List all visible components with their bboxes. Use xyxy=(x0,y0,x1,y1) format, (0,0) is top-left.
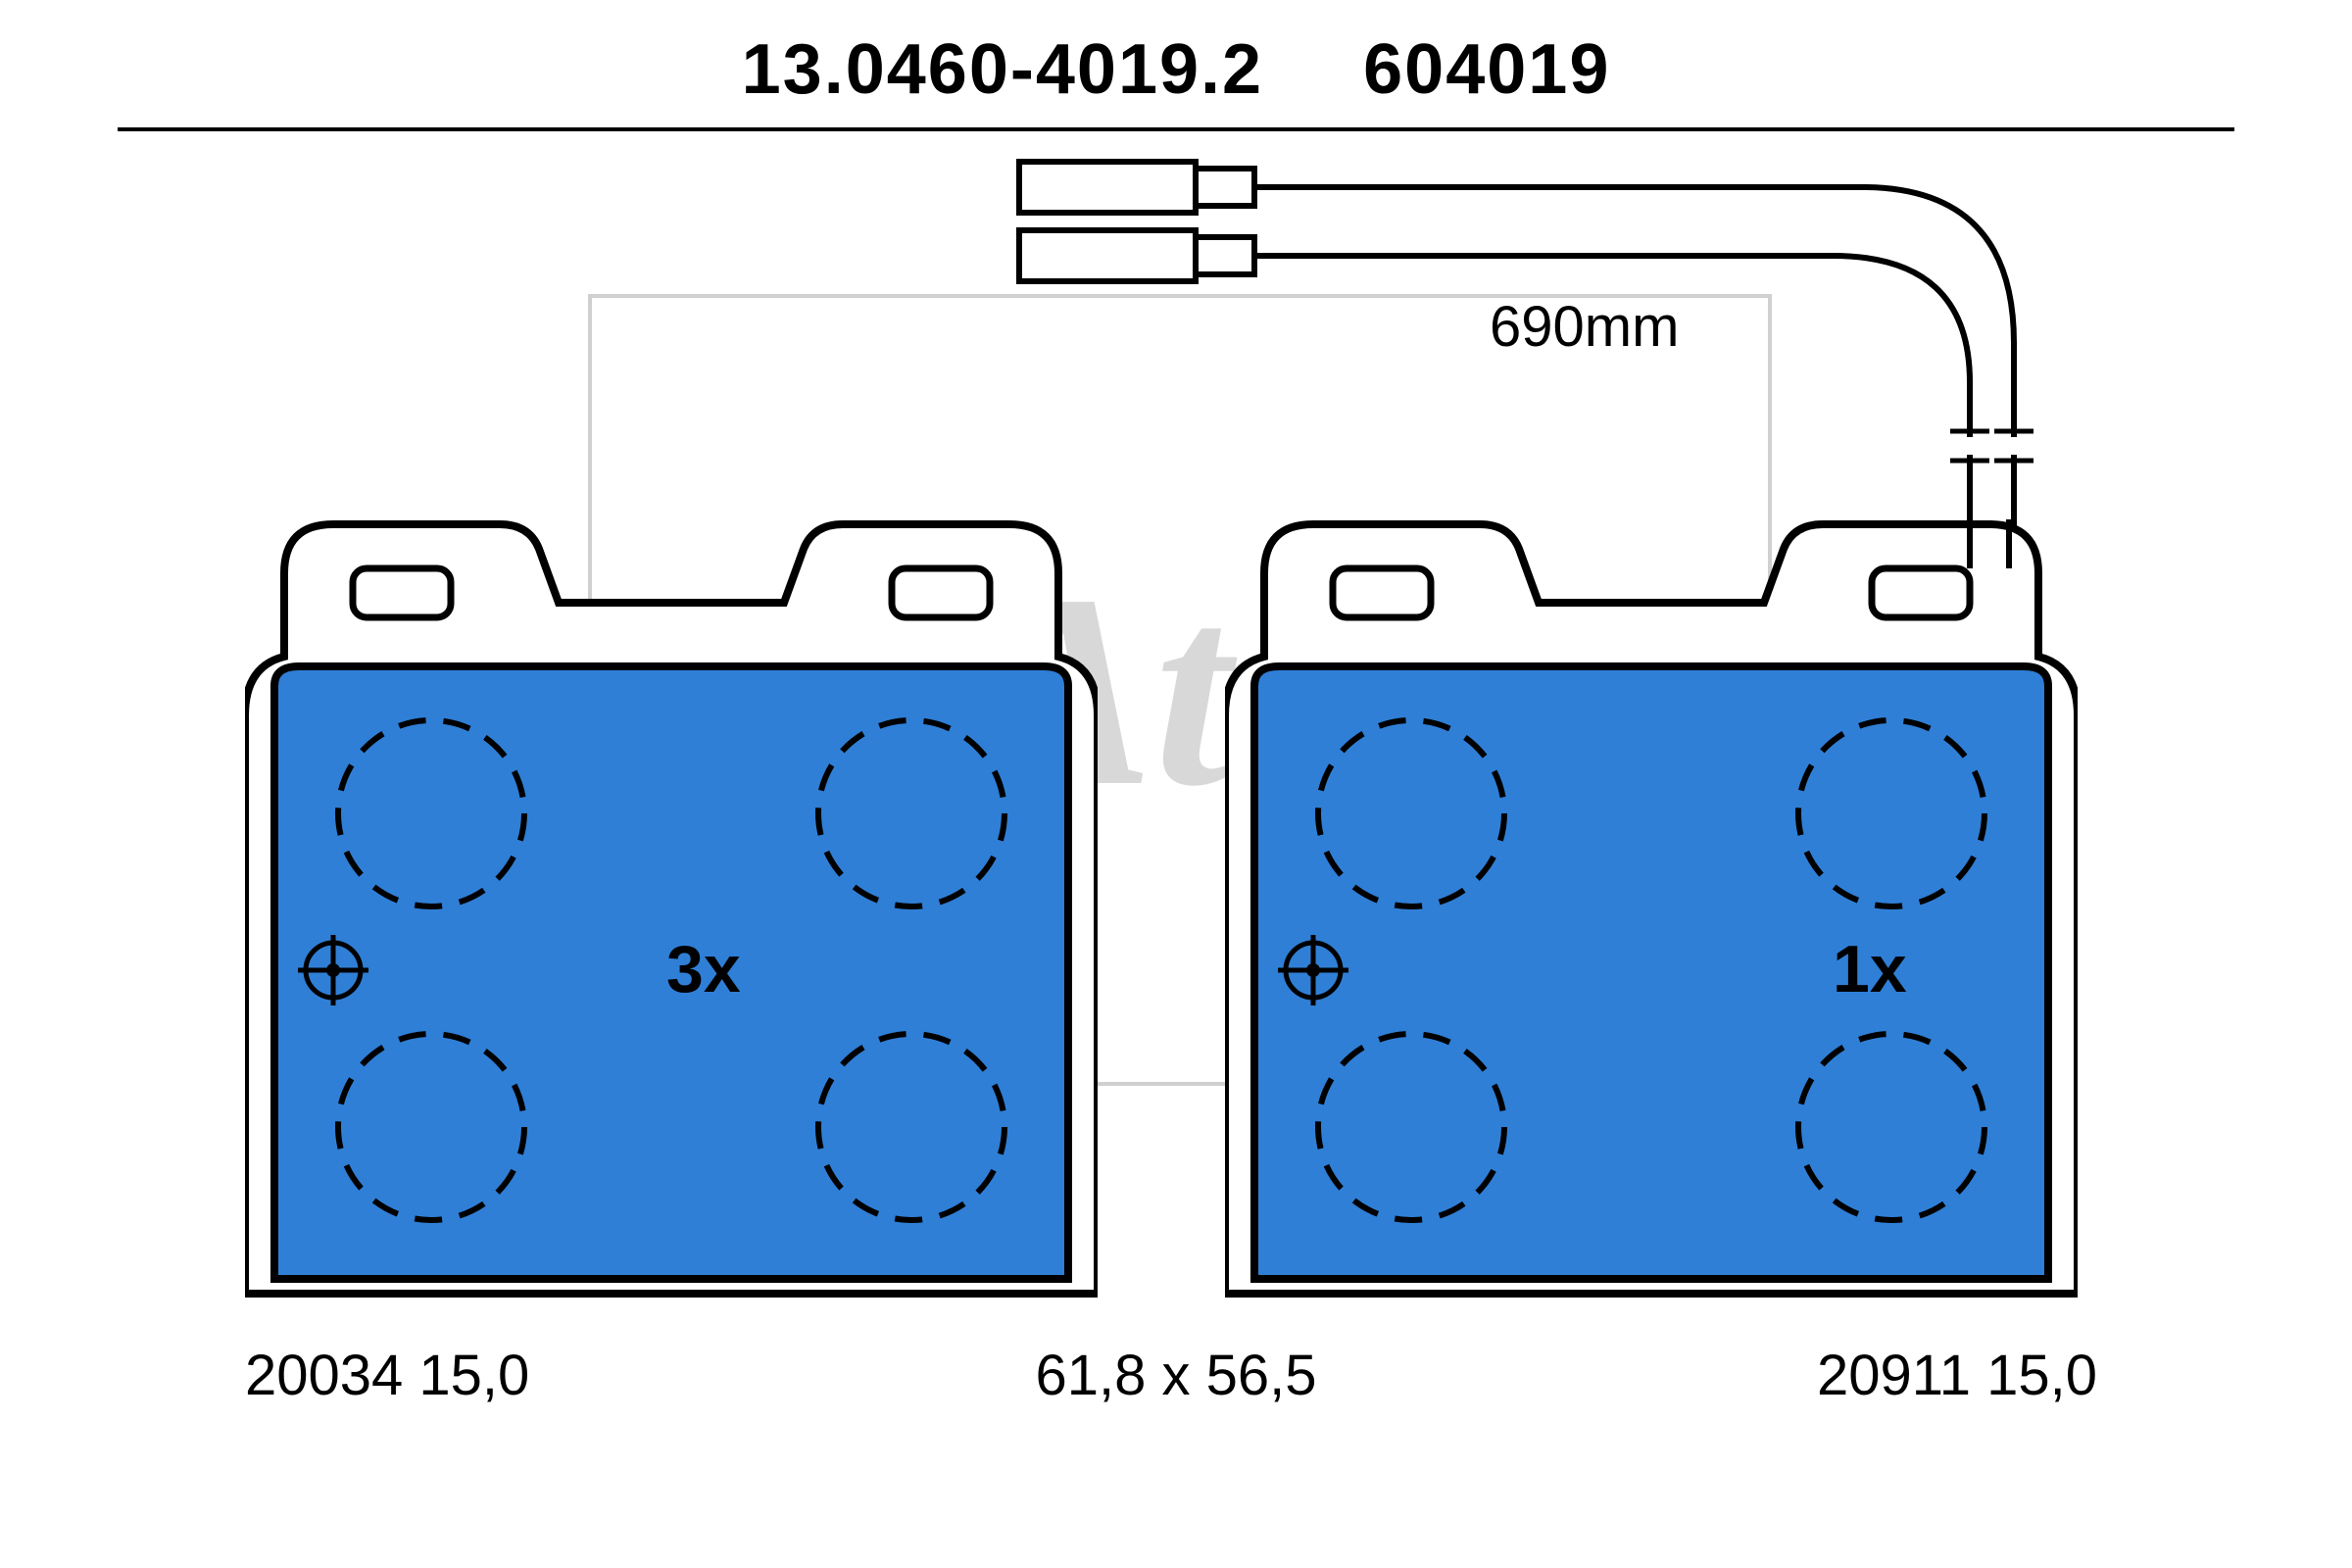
part-number: 13.0460-4019.2 xyxy=(742,30,1263,109)
pad-right-qty: 1x xyxy=(1833,931,1907,1007)
pad-left-qty: 3x xyxy=(666,931,741,1007)
canvas: 13.0460-4019.2 604019 Ate® 690mm xyxy=(0,0,2352,1568)
brake-pad-left: 3x xyxy=(245,519,1098,1303)
pad-left-svg xyxy=(245,519,1098,1303)
pad-right-code: 20911 15,0 xyxy=(1817,1343,2097,1408)
pad-left-code: 20034 15,0 xyxy=(245,1343,529,1408)
pad-right-svg xyxy=(1225,519,2078,1303)
brake-pad-right: 1x xyxy=(1225,519,2078,1303)
title-underline xyxy=(118,127,2234,131)
short-code: 604019 xyxy=(1363,30,1610,109)
wire-length-label: 690mm xyxy=(1490,294,1679,360)
title-bar: 13.0460-4019.2 604019 xyxy=(0,29,2352,110)
dimensions-label: 61,8 x 56,5 xyxy=(1036,1343,1317,1408)
